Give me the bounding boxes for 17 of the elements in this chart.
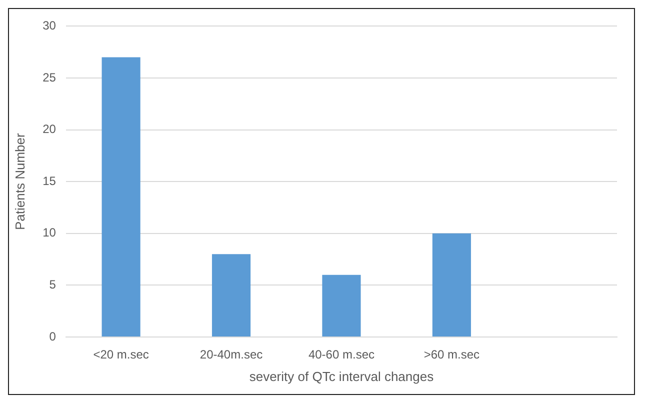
y-tick-label: 0 — [49, 329, 56, 344]
y-tick-label: 10 — [42, 226, 56, 240]
x-tick-label: 20-40m.sec — [200, 348, 263, 362]
bar — [212, 254, 251, 336]
y-tick-label: 5 — [49, 278, 56, 292]
bar — [102, 57, 140, 336]
x-tick-label: >60 m.sec — [424, 348, 480, 362]
y-axis-title: Patients Number — [12, 132, 28, 230]
x-tick-label: <20 m.sec — [93, 348, 149, 362]
bar — [432, 233, 471, 336]
y-tick-label: 20 — [42, 122, 56, 136]
x-tick-label: 40-60 m.sec — [308, 348, 374, 362]
y-tick-label: 30 — [42, 18, 56, 33]
y-tick-label: 25 — [42, 70, 56, 84]
x-axis-title: severity of QTc interval changes — [249, 368, 434, 384]
bar — [322, 274, 361, 336]
y-tick-label: 15 — [42, 174, 56, 188]
